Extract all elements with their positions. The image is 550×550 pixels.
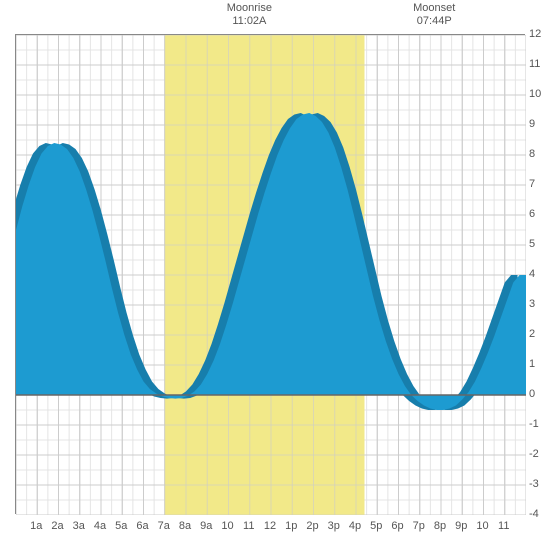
x-tick-label: 2a bbox=[51, 520, 63, 532]
y-tick-label: -2 bbox=[529, 448, 549, 460]
x-tick-label: 11 bbox=[243, 520, 254, 532]
x-tick-label: 3p bbox=[328, 520, 340, 532]
y-tick-label: 6 bbox=[529, 208, 549, 220]
y-tick-label: 4 bbox=[529, 268, 549, 280]
y-tick-label: 5 bbox=[529, 238, 549, 250]
x-axis: 1a 2a 3a 4a 5a 6a 7a 8a 9a 10 11 12 1p 2p 3p 4p 5p 6p 7p 8p… bbox=[15, 520, 525, 540]
moonrise-label: Moonrise 11:02A bbox=[227, 2, 272, 28]
y-tick-label: 3 bbox=[529, 298, 549, 310]
x-tick-label: 9a bbox=[200, 520, 212, 532]
y-tick-label: -1 bbox=[529, 418, 549, 430]
x-tick-label: 4p bbox=[349, 520, 361, 532]
x-tick-label: 2p bbox=[306, 520, 318, 532]
top-labels: Moonrise 11:02A Moonset 07:44P bbox=[0, 0, 550, 32]
y-tick-label: 1 bbox=[529, 358, 549, 370]
y-tick-label: 11 bbox=[529, 58, 549, 70]
moonset-label: Moonset 07:44P bbox=[413, 2, 455, 28]
moonrise-time: 11:02A bbox=[227, 15, 272, 28]
moonset-text: Moonset bbox=[413, 2, 455, 14]
y-axis: -4-3-2-10123456789101112 bbox=[529, 34, 550, 514]
x-tick-label: 3a bbox=[73, 520, 85, 532]
x-tick-label: 11 bbox=[498, 520, 509, 532]
y-tick-label: 0 bbox=[529, 388, 549, 400]
x-tick-label: 4a bbox=[94, 520, 106, 532]
y-tick-label: -3 bbox=[529, 478, 549, 490]
x-tick-label: 7a bbox=[158, 520, 170, 532]
tide-chart: Moonrise 11:02A Moonset 07:44P -4 -3 -2 -1 0… bbox=[0, 0, 550, 550]
x-tick-label: 8a bbox=[179, 520, 191, 532]
moonrise-text: Moonrise bbox=[227, 2, 272, 14]
x-tick-label: 9p bbox=[455, 520, 467, 532]
y-tick-label: 9 bbox=[529, 118, 549, 130]
chart-svg bbox=[16, 35, 526, 515]
x-tick-label: 8p bbox=[434, 520, 446, 532]
plot-area bbox=[15, 34, 525, 514]
y-tick-label: 2 bbox=[529, 328, 549, 340]
x-tick-label: 12 bbox=[264, 520, 276, 532]
x-tick-label: 10 bbox=[221, 520, 233, 532]
x-tick-label: 7p bbox=[413, 520, 425, 532]
x-tick-label: 5a bbox=[115, 520, 127, 532]
x-tick-label: 6a bbox=[136, 520, 148, 532]
y-tick-label: 7 bbox=[529, 178, 549, 190]
x-tick-label: 1a bbox=[30, 520, 42, 532]
y-tick-label: -4 bbox=[529, 508, 549, 520]
y-tick-label: 8 bbox=[529, 148, 549, 160]
x-tick-label: 5p bbox=[370, 520, 382, 532]
y-tick-label: 12 bbox=[529, 28, 549, 40]
x-tick-label: 6p bbox=[391, 520, 403, 532]
x-tick-label: 10 bbox=[476, 520, 488, 532]
moonset-time: 07:44P bbox=[413, 15, 455, 28]
y-tick-label: 10 bbox=[529, 88, 549, 100]
x-tick-label: 1p bbox=[285, 520, 297, 532]
